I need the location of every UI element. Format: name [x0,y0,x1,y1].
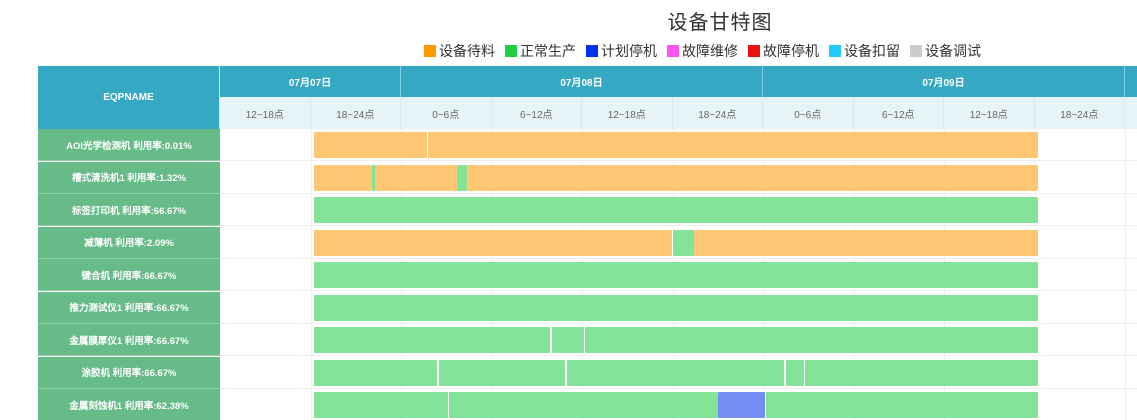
legend-label: 故障维修 [682,43,738,59]
gantt-bar[interactable] [449,392,718,418]
row-label: 标签打印机 利用率:66.67% [38,194,220,226]
day-header: 07月09日 [763,66,1125,97]
gantt-bar[interactable] [313,294,1038,321]
gantt-bar[interactable] [717,392,765,418]
gantt-grid: EQPNAME 07月07日 07月08日 07月09日 12~18点 18~24点 0… [38,66,1137,420]
gantt-bar[interactable] [456,164,468,191]
gantt-row: 标签打印机 利用率:66.67% [38,194,1137,226]
legend-item[interactable]: 设备待料 [424,41,495,61]
row-label: 涂胶机 利用率:66.67% [38,356,220,389]
legend-swatch [505,45,517,57]
grid-line [1125,129,1126,420]
slot-header: 12~18点 [944,97,1035,129]
row-label: 金属膜厚仪1 利用率:66.67% [38,324,220,356]
row-label: 减薄机 利用率:2.09% [38,226,220,259]
legend-label: 计划停机 [601,43,657,59]
gantt-bar[interactable] [313,164,373,191]
column-header-eqpname: EQPNAME [38,66,220,129]
gantt-row: 键合机 利用率:66.67% [38,259,1137,291]
gantt-rows: AOI光学检测机 利用率:0.01% 槽式清洗机1 利用率:1.32% 标签打印机 … [38,129,1137,420]
gantt-row: 金属膜厚仪1 利用率:66.67% [38,324,1137,356]
gantt-bar[interactable] [313,262,1038,288]
legend-label: 故障停机 [763,43,819,59]
day-header-row: 07月07日 07月08日 07月09日 [220,66,1137,97]
gantt-row: AOI光学检测机 利用率:0.01% [38,129,1137,161]
row-label: AOI光学检测机 利用率:0.01% [38,129,220,161]
legend-swatch [748,45,760,57]
row-label: 槽式清洗机1 利用率:1.32% [38,161,220,194]
gantt-bar[interactable] [313,359,438,386]
day-header: 07月08日 [401,66,763,97]
gantt-row: 涂胶机 利用率:66.67% [38,356,1137,389]
gantt-bar[interactable] [693,229,1038,256]
legend-label: 设备待料 [439,43,495,59]
legend-swatch [667,45,679,57]
gantt-bar[interactable] [467,164,1038,191]
legend-item[interactable]: 故障停机 [748,41,819,61]
slot-header: 0~6点 [401,97,492,129]
gantt-row: 减薄机 利用率:2.09% [38,226,1137,259]
legend-item[interactable]: 计划停机 [586,41,657,61]
gantt-row: 金属刻蚀机1 利用率:62.38% [38,389,1137,420]
gantt-bar[interactable] [313,197,1038,223]
row-label: 键合机 利用率:66.67% [38,259,220,291]
legend-label: 正常生产 [520,43,576,59]
gantt-bar[interactable] [585,327,1038,353]
legend-swatch [829,45,841,57]
slot-header: 6~12点 [492,97,582,129]
legend-swatch [424,45,436,57]
legend-swatch [586,45,598,57]
gantt-bar[interactable] [551,327,584,353]
gantt-bar[interactable] [766,392,1038,418]
legend-label: 设备扣留 [844,43,900,59]
legend-swatch [910,45,922,57]
slot-header: 18~24点 [673,97,763,129]
gantt-bar[interactable] [375,164,457,191]
grid-line [310,129,312,420]
gantt-row: 推力测试仪1 利用率:66.67% [38,291,1137,324]
gantt-bar[interactable] [313,132,427,158]
slot-header: 18~24点 [311,97,401,129]
gantt-bar[interactable] [438,359,566,386]
gantt-bar[interactable] [313,229,673,256]
gantt-bar[interactable] [805,359,1038,386]
legend-item[interactable]: 故障维修 [667,41,738,61]
gantt-bar[interactable] [313,327,551,353]
row-label: 推力测试仪1 利用率:66.67% [38,291,220,324]
gantt-bar[interactable] [313,392,448,418]
slot-header: 12~18点 [582,97,673,129]
legend-item[interactable]: 正常生产 [505,41,576,61]
gantt-row: 槽式清洗机1 利用率:1.32% [38,161,1137,194]
slot-header: 6~12点 [854,97,944,129]
slot-header: 0~6点 [763,97,854,129]
gantt-bar[interactable] [672,229,694,256]
slot-header-row: 12~18点 18~24点 0~6点 6~12点 12~18点 18~24点 0~6点 6~1… [220,97,1137,129]
chart-title: 设备甘特图 [667,12,773,34]
slot-header: 18~24点 [1035,97,1125,129]
gantt-bar[interactable] [785,359,804,386]
row-label: 金属刻蚀机1 利用率:62.38% [38,389,220,420]
legend-label: 设备调试 [925,43,981,59]
gantt-bar[interactable] [566,359,785,386]
legend-item[interactable]: 设备扣留 [829,41,900,61]
gantt-bar[interactable] [428,132,1038,158]
day-header: 07月07日 [220,66,401,97]
legend: 设备待料 正常生产 计划停机 故障维修 故障停机 设备扣留 设备调试 [424,41,981,61]
slot-header: 12~18点 [220,97,311,129]
legend-item[interactable]: 设备调试 [910,41,981,61]
gantt-bar[interactable] [372,164,376,191]
